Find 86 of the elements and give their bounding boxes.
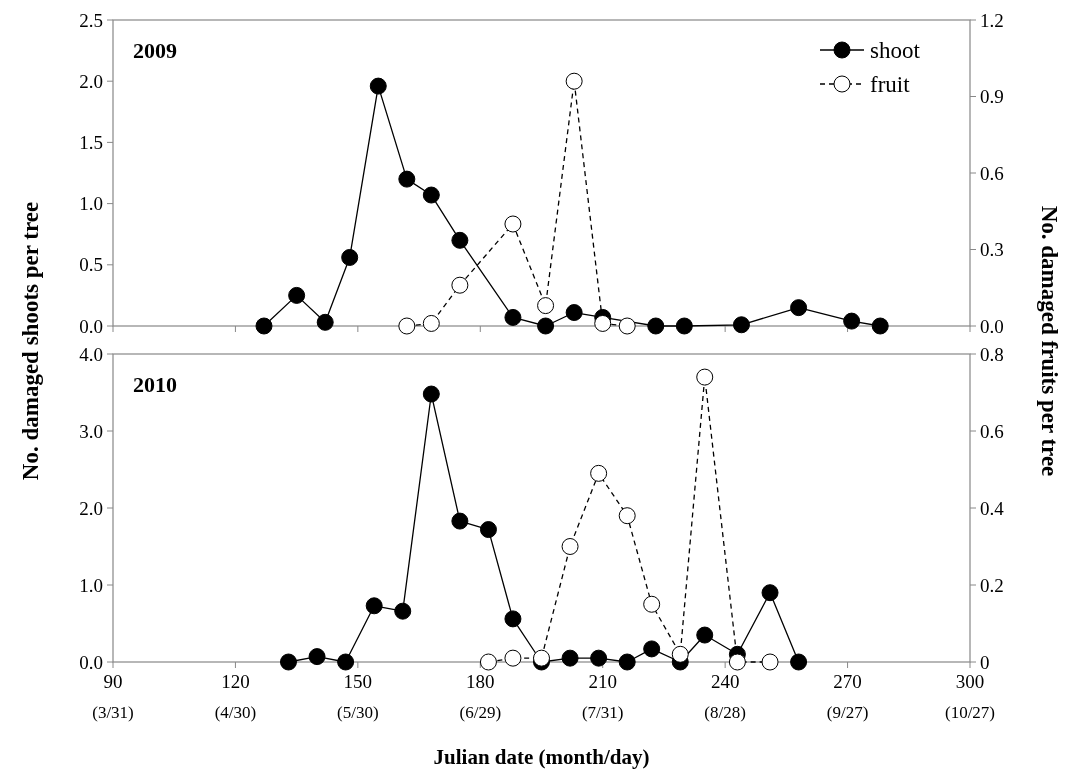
point — [504, 610, 522, 628]
point — [422, 186, 440, 204]
point — [422, 314, 440, 332]
point — [308, 648, 326, 666]
y2-tick-label: 0.6 — [980, 162, 1004, 184]
point — [394, 602, 412, 620]
text: (9/27) — [826, 703, 869, 722]
point — [790, 299, 808, 317]
point — [761, 584, 779, 602]
point — [504, 308, 522, 326]
point — [279, 653, 297, 671]
point — [451, 231, 469, 249]
y-tick-label: 0.0 — [79, 651, 103, 673]
point — [337, 653, 355, 671]
x-tick-label: 150 — [343, 671, 373, 692]
point — [728, 653, 746, 671]
point — [398, 317, 416, 335]
point — [398, 170, 416, 188]
point — [533, 649, 550, 667]
text: (5/30) — [337, 703, 379, 722]
x-tick-label: 210 — [588, 671, 617, 692]
x-tick-label: 300 — [955, 671, 985, 692]
x-axis-title: Julian date (month/day) — [433, 745, 650, 769]
legend-label: fruit — [870, 72, 911, 98]
point — [369, 77, 387, 95]
point — [365, 597, 383, 615]
x-tick-label: 120 — [221, 671, 250, 692]
point — [618, 317, 636, 335]
point — [696, 626, 714, 644]
point — [590, 649, 608, 667]
point — [422, 385, 440, 403]
y-tick-label: 1.0 — [79, 574, 103, 596]
y2-tick-label: 0.6 — [980, 420, 1004, 442]
point — [255, 317, 273, 335]
x-tick-label: 240 — [710, 671, 740, 692]
y-tick-label: 1.0 — [79, 193, 103, 215]
text: 2009 — [133, 38, 177, 63]
point — [594, 314, 612, 332]
y2-tick-label: 0.3 — [980, 239, 1004, 261]
y2-tick-label: 1.2 — [980, 9, 1004, 31]
y2-tick-label: 0.2 — [980, 574, 1004, 596]
text: (7/31) — [581, 703, 624, 722]
y-tick-label: 1.5 — [79, 132, 103, 154]
text: 2010 — [133, 372, 177, 397]
y-tick-label: 3.0 — [79, 420, 103, 442]
point — [790, 653, 808, 671]
point — [675, 317, 693, 335]
text: (10/27) — [944, 703, 996, 722]
y-tick-label: 0.5 — [79, 254, 103, 276]
y-tick-label: 2.5 — [79, 9, 103, 31]
text: (4/30) — [214, 703, 257, 722]
y-tick-label: 2.0 — [79, 70, 103, 92]
y-axis-title: No. damaged shoots per tree — [18, 201, 44, 481]
point — [647, 317, 665, 335]
x-tick-label: 270 — [833, 671, 862, 692]
point — [618, 653, 636, 671]
y2-tick-label: 0.8 — [980, 343, 1004, 365]
y-tick-label: 4.0 — [79, 343, 103, 365]
x-tick-label: 90 — [103, 671, 123, 692]
point — [537, 317, 555, 335]
point — [561, 649, 579, 667]
text: (6/29) — [459, 703, 502, 722]
legend-label: shoot — [870, 38, 921, 64]
text: (3/31) — [92, 703, 134, 722]
text: (8/28) — [704, 703, 746, 722]
point — [643, 640, 661, 658]
point — [843, 312, 861, 330]
point — [479, 653, 497, 671]
point — [504, 649, 522, 667]
y2-tick-label: 0.0 — [980, 315, 1004, 337]
point — [341, 248, 359, 266]
point — [732, 316, 750, 334]
point — [451, 512, 469, 530]
point — [316, 313, 334, 331]
x-tick-label: 180 — [466, 671, 495, 692]
y2-tick-label: 0 — [980, 651, 990, 673]
point — [871, 317, 889, 335]
y-tick-label: 2.0 — [79, 497, 103, 519]
point — [479, 521, 497, 539]
y-tick-label: 0.0 — [79, 315, 103, 337]
point — [671, 645, 689, 663]
point — [565, 304, 583, 322]
y2-tick-label: 0.9 — [980, 86, 1004, 108]
y2-axis-title: No. damaged fruits per tree — [1036, 205, 1062, 477]
y2-tick-label: 0.4 — [980, 497, 1005, 519]
point — [288, 286, 306, 304]
